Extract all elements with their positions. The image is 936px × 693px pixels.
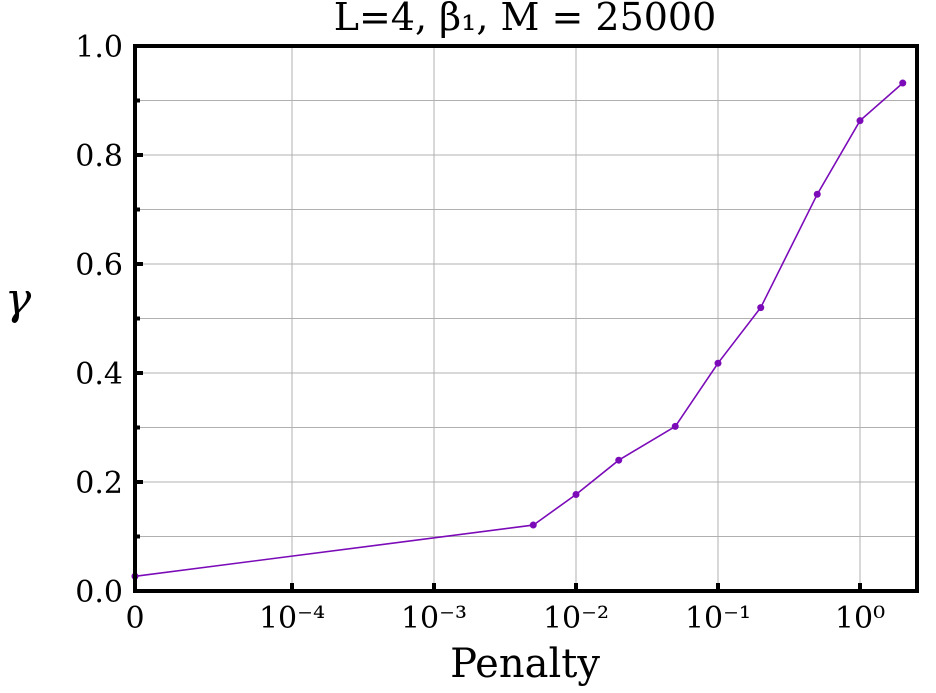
data-point bbox=[856, 117, 864, 125]
x-tick-label: 10⁻³ bbox=[401, 601, 467, 636]
series-layer bbox=[131, 79, 907, 580]
data-point bbox=[714, 359, 722, 367]
data-point bbox=[529, 521, 537, 529]
grid bbox=[135, 46, 917, 591]
x-axis-label: Penalty bbox=[450, 641, 600, 687]
data-point bbox=[899, 79, 907, 87]
x-tick-label: 10⁻⁴ bbox=[259, 601, 325, 636]
y-tick-label: 0.4 bbox=[75, 357, 123, 392]
data-point bbox=[813, 190, 821, 198]
x-tick-label: 10⁰ bbox=[835, 601, 885, 636]
y-tick-label: 0.6 bbox=[75, 248, 123, 283]
y-tick-label: 0.0 bbox=[75, 575, 123, 610]
data-point bbox=[671, 422, 679, 430]
y-tick-label: 1.0 bbox=[75, 30, 123, 65]
data-point bbox=[615, 456, 623, 464]
x-tick-label: 10⁻² bbox=[543, 601, 609, 636]
chart-title: L=4, β₁, M = 25000 bbox=[334, 0, 717, 39]
plot-frame bbox=[133, 44, 919, 593]
series-line bbox=[134, 82, 904, 578]
y-axis-label: γ bbox=[5, 274, 32, 325]
data-point bbox=[757, 304, 765, 312]
ticks-layer: 0.0 0.2 0.4 0.6 0.8 1.0 0 10⁻⁴ 10⁻³ 10⁻² 10⁻¹ 10⁰ bbox=[75, 30, 885, 636]
data-point bbox=[572, 491, 580, 499]
y-tick-label: 0.8 bbox=[75, 139, 123, 174]
y-tick-label: 0.2 bbox=[75, 466, 123, 501]
x-tick-label: 10⁻¹ bbox=[685, 601, 751, 636]
x-tick-label: 0 bbox=[125, 601, 144, 636]
